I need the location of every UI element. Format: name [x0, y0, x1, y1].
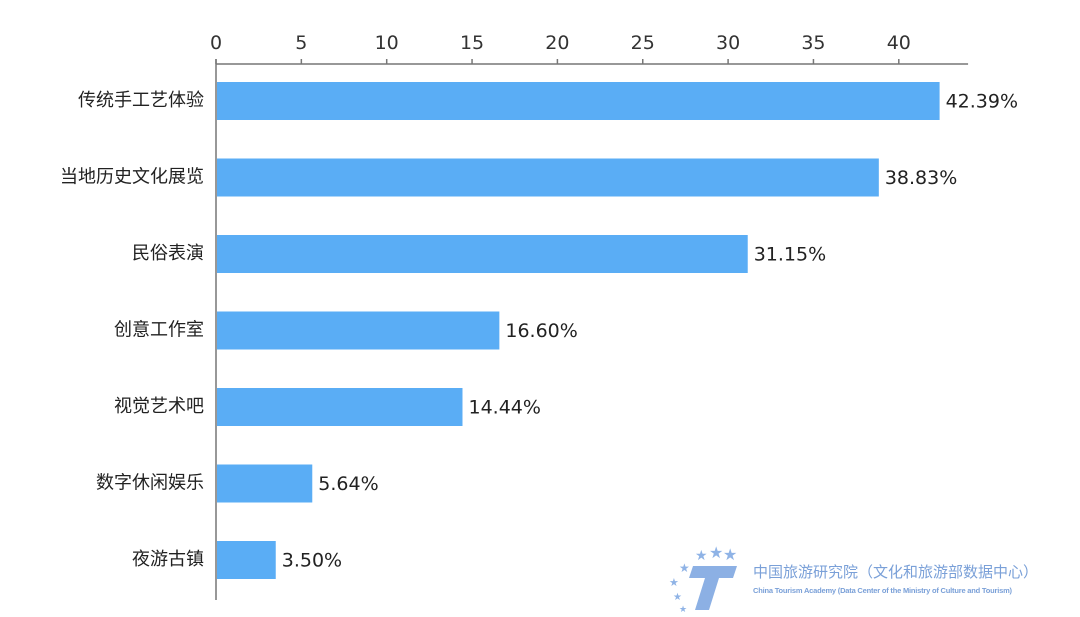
watermark-name-en: China Tourism Academy (Data Center of th… [753, 586, 1012, 595]
x-tick-label: 40 [887, 32, 911, 54]
value-label: 16.60% [505, 320, 577, 342]
value-label: 31.15% [754, 244, 826, 266]
x-tick-label: 35 [801, 32, 825, 54]
svg-text:★: ★ [679, 605, 687, 615]
value-label: 3.50% [282, 550, 342, 572]
x-tick-label: 25 [631, 32, 655, 54]
category-label: 创意工作室 [114, 320, 204, 341]
svg-text:★: ★ [669, 576, 679, 589]
svg-text:★: ★ [709, 543, 723, 562]
watermark-name-cn: 中国旅游研究院（文化和旅游部数据中心） [753, 564, 1039, 581]
category-label: 当地历史文化展览 [60, 167, 204, 188]
value-label: 5.64% [318, 473, 378, 495]
svg-text:★: ★ [695, 548, 708, 564]
bar [217, 311, 500, 350]
tourism-academy-logo-icon: ★ ★ ★ ★★★★ [669, 543, 737, 615]
category-label: 视觉艺术吧 [114, 396, 204, 417]
bar [217, 541, 276, 579]
svg-text:★: ★ [679, 561, 690, 575]
x-tick-label: 15 [460, 32, 484, 54]
value-label: 38.83% [885, 167, 957, 189]
value-label: 14.44% [468, 397, 540, 419]
value-label: 42.39% [946, 91, 1018, 113]
bar [217, 388, 463, 426]
watermark-logo: ★ ★ ★ ★ ★ ★ ★ 中国旅游研究院（文化和旅游部数据中心） China Touri… [665, 540, 1070, 615]
svg-text:★: ★ [673, 592, 682, 603]
bar [217, 82, 940, 120]
bar [217, 464, 313, 503]
category-label: 民俗表演 [132, 243, 204, 264]
bar [217, 235, 748, 273]
category-label: 夜游古镇 [132, 549, 204, 570]
category-label: 数字休闲娱乐 [96, 473, 204, 494]
svg-text:★: ★ [723, 545, 737, 564]
x-tick-label: 10 [375, 32, 399, 54]
x-tick-label: 5 [295, 32, 307, 54]
x-tick-label: 20 [545, 32, 569, 54]
bar [217, 158, 879, 197]
category-label: 传统手工艺体验 [78, 90, 204, 111]
x-tick-label: 30 [716, 32, 740, 54]
x-tick-label: 0 [210, 32, 222, 54]
